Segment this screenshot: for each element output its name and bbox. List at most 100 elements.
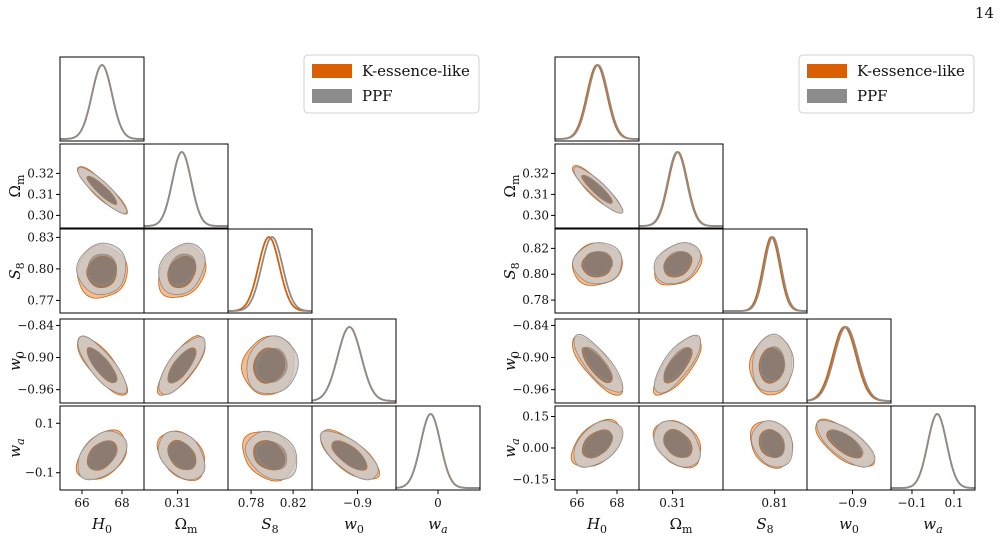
panel-3-1	[143, 318, 229, 404]
panel-frame	[806, 318, 892, 404]
y-tick-label: −0.90	[17, 351, 54, 365]
contour-inner-ppf	[583, 175, 613, 204]
panel-3-3	[311, 318, 397, 404]
panel-2-1	[143, 228, 229, 314]
x-axis-label: w0	[344, 515, 364, 536]
contour-inner-ppf	[663, 347, 692, 382]
page-number: 14	[974, 4, 994, 22]
panel-3-3	[806, 318, 892, 404]
y-tick-label: 0.30	[522, 208, 549, 222]
panel-3-1	[638, 318, 724, 404]
y-tick-label: 0.80	[27, 262, 54, 276]
panel-2-0: 0.77 0.80 0.83 S8	[6, 228, 145, 314]
marginal-curve-ppf	[555, 64, 639, 140]
contour-inner-ppf	[256, 440, 288, 471]
contour-inner-ppf	[87, 175, 117, 204]
contour-inner-ppf	[167, 253, 196, 285]
y-tick-label: 0.31	[522, 187, 549, 201]
legend-label: PPF	[362, 87, 393, 105]
panel-4-2: 0.81 S8	[722, 405, 808, 536]
contour-inner-ppf	[583, 429, 614, 458]
y-tick-label: 0.32	[27, 166, 54, 180]
marginal-curve-ppf	[396, 413, 480, 489]
contour-inner-ppf	[331, 440, 367, 471]
x-tick-label: 0	[434, 496, 442, 510]
y-tick-label: 0.30	[27, 208, 54, 222]
panel-frame	[395, 405, 481, 491]
x-axis-label: H0	[586, 515, 607, 536]
panel-4-3: −0.9 w0	[806, 405, 892, 536]
marginal-curve-k-essence	[891, 413, 975, 489]
y-axis-label: S8	[6, 262, 27, 279]
panel-3-2	[227, 318, 313, 404]
x-axis-label: S8	[756, 515, 773, 536]
panel-frame	[227, 228, 313, 314]
marginal-curve-k-essence	[228, 236, 312, 312]
y-tick-label: 0.83	[27, 230, 54, 244]
legend: K-essence-like PPF	[798, 54, 975, 114]
y-tick-label: 0.78	[522, 293, 549, 307]
marginal-curve-k-essence	[144, 151, 228, 227]
contour-inner-ppf	[167, 440, 196, 471]
panel-2-2	[722, 228, 808, 314]
contour-inner-ppf	[663, 429, 692, 458]
legend-swatch-k_essence	[807, 64, 847, 78]
contour-inner-ppf	[583, 346, 613, 382]
x-tick-label: 0.31	[164, 496, 191, 510]
panel-3-2	[722, 318, 808, 404]
contour-inner-ppf	[828, 429, 864, 458]
x-tick-label: 66	[569, 496, 584, 510]
panel-4-3: −0.9 w0	[311, 405, 397, 536]
y-tick-label: −0.1	[25, 466, 54, 480]
x-tick-label: 0.31	[659, 496, 686, 510]
x-tick-label: −0.9	[343, 496, 372, 510]
y-tick-label: 0.82	[522, 241, 549, 255]
corner-plot-2: 0.300.310.32Ωm0.780.800.82S8−0.96−0.90−0…	[501, 54, 976, 536]
panel-3-0: −0.96 −0.90 −0.84 w0	[501, 318, 640, 404]
y-tick-label: 0.00	[522, 441, 549, 455]
x-axis-label: Ωm	[670, 515, 693, 536]
x-axis-label: wa	[923, 515, 942, 536]
y-axis-label: wa	[6, 438, 27, 457]
marginal-curve-ppf	[891, 413, 975, 489]
panel-2-2	[227, 228, 313, 314]
x-tick-label: 66	[74, 496, 89, 510]
y-tick-label: 0.15	[522, 410, 549, 424]
panel-2-1	[638, 228, 724, 314]
y-axis-label: wa	[501, 438, 522, 457]
panel-4-4: 0 wa	[395, 405, 481, 536]
marginal-curve-k-essence	[555, 64, 639, 140]
y-tick-label: −0.96	[17, 383, 54, 397]
legend-label: K-essence-like	[857, 62, 965, 80]
y-tick-label: 0.1	[35, 416, 54, 430]
corner-plot-1: 0.300.310.32Ωm0.770.800.83S8−0.96−0.90−0…	[6, 54, 481, 536]
y-tick-label: −0.84	[512, 318, 549, 332]
legend-swatch-ppf	[807, 89, 847, 103]
panel-3-0: −0.96 −0.90 −0.84 w0	[6, 318, 145, 404]
panel-frame	[554, 56, 640, 142]
y-tick-label: 0.32	[522, 166, 549, 180]
y-tick-label: −0.96	[512, 383, 549, 397]
marginal-curve-ppf	[144, 151, 228, 227]
marginal-curve-k-essence	[396, 413, 480, 489]
y-axis-label: Ωm	[6, 174, 27, 197]
panel-1-1	[143, 143, 229, 229]
panel-0-0	[59, 56, 145, 142]
panel-4-1: 0.31 Ωm	[143, 405, 229, 536]
y-axis-label: w0	[501, 351, 522, 371]
contour-inner-ppf	[759, 429, 785, 458]
panel-frame	[890, 405, 976, 491]
legend: K-essence-like PPF	[303, 54, 480, 114]
x-tick-label: 0.1	[944, 496, 963, 510]
y-tick-label: −0.84	[17, 318, 54, 332]
marginal-curve-k-essence	[723, 236, 807, 312]
y-axis-label: S8	[501, 262, 522, 279]
contour-inner-ppf	[256, 348, 288, 383]
contour-inner-ppf	[87, 348, 117, 384]
legend-label: PPF	[857, 87, 888, 105]
x-axis-label: H0	[91, 515, 112, 536]
panel-0-0	[554, 56, 640, 142]
